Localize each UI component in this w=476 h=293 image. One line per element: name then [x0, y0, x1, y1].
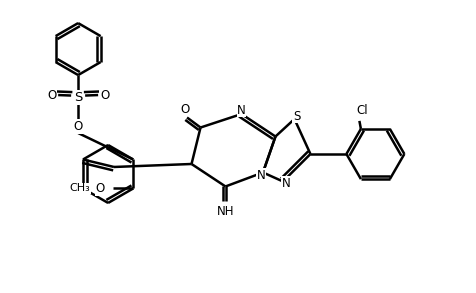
Text: N: N — [282, 177, 290, 190]
Text: O: O — [73, 120, 83, 133]
Text: Cl: Cl — [357, 104, 368, 117]
Text: CH₃: CH₃ — [69, 183, 90, 193]
Text: O: O — [47, 88, 56, 102]
Text: N: N — [237, 103, 246, 117]
Text: O: O — [100, 88, 109, 102]
Text: S: S — [74, 91, 82, 104]
Text: O: O — [95, 182, 104, 195]
Text: NH: NH — [217, 205, 234, 218]
Text: O: O — [180, 103, 189, 115]
Text: S: S — [293, 110, 300, 122]
Text: N: N — [257, 169, 265, 182]
